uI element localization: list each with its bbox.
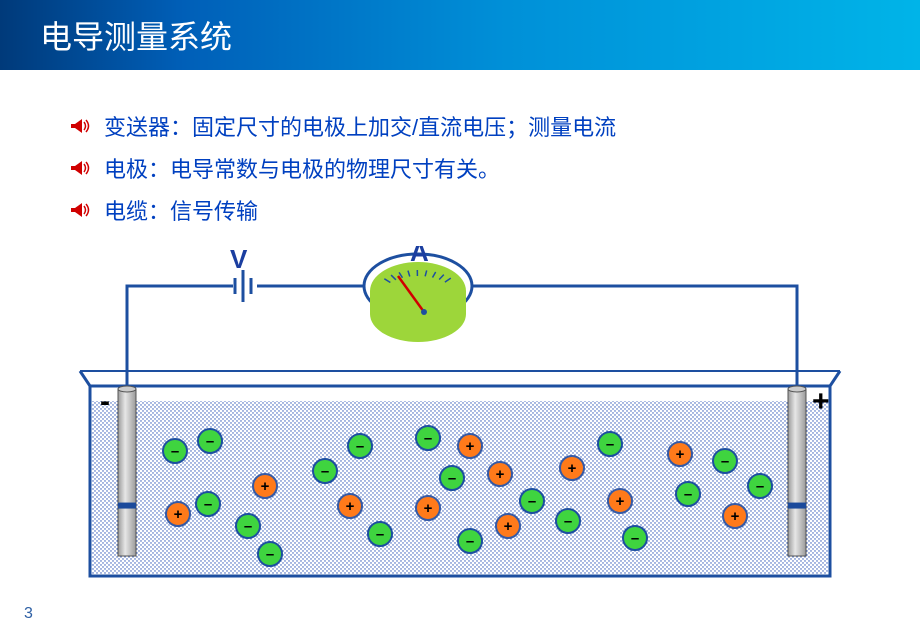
svg-text:+: + [261, 478, 270, 495]
svg-text:–: – [266, 546, 274, 563]
bullet-item: 电缆：信号传输 [70, 194, 850, 226]
svg-text:+: + [466, 438, 475, 455]
slide-header: 电导测量系统 [0, 0, 920, 70]
circuit-diagram: VA-+––+–+–––+–––+–+–++–+––+–+––+– [70, 246, 850, 586]
bullet-text: 电缆：信号传输 [104, 194, 258, 226]
svg-text:–: – [448, 470, 456, 487]
svg-text:–: – [684, 486, 692, 503]
svg-text:+: + [731, 508, 740, 525]
svg-text:–: – [631, 530, 639, 547]
svg-text:+: + [504, 518, 513, 535]
svg-text:–: – [321, 463, 329, 480]
svg-text:+: + [812, 385, 830, 418]
svg-text:+: + [346, 498, 355, 515]
svg-text:+: + [496, 466, 505, 483]
svg-text:–: – [466, 533, 474, 550]
bullet-list: 变送器：固定尺寸的电极上加交/直流电压；测量电流 电极：电导常数与电极的物理尺寸… [70, 110, 850, 226]
svg-text:–: – [356, 438, 364, 455]
bullet-item: 变送器：固定尺寸的电极上加交/直流电压；测量电流 [70, 110, 850, 142]
bullet-text: 变送器：固定尺寸的电极上加交/直流电压；测量电流 [104, 110, 616, 142]
svg-text:–: – [376, 526, 384, 543]
svg-text:–: – [756, 478, 764, 495]
slide-title: 电导测量系统 [40, 12, 232, 58]
svg-text:-: - [100, 385, 110, 418]
svg-text:–: – [564, 513, 572, 530]
megaphone-icon [70, 160, 92, 176]
diagram-svg: VA-+––+–+–––+–––+–+–++–+––+–+––+– [70, 246, 850, 586]
svg-text:A: A [410, 246, 429, 267]
svg-text:–: – [606, 436, 614, 453]
svg-text:–: – [424, 430, 432, 447]
svg-text:–: – [204, 496, 212, 513]
svg-text:–: – [528, 493, 536, 510]
megaphone-icon [70, 118, 92, 134]
svg-text:+: + [568, 460, 577, 477]
svg-text:+: + [616, 493, 625, 510]
svg-text:–: – [206, 433, 214, 450]
bullet-item: 电极：电导常数与电极的物理尺寸有关。 [70, 152, 850, 184]
svg-text:+: + [174, 506, 183, 523]
svg-text:+: + [676, 446, 685, 463]
page-number: 3 [24, 605, 33, 623]
bullet-text: 电极：电导常数与电极的物理尺寸有关。 [104, 152, 500, 184]
svg-text:–: – [171, 443, 179, 460]
svg-text:–: – [244, 518, 252, 535]
content-area: 变送器：固定尺寸的电极上加交/直流电压；测量电流 电极：电导常数与电极的物理尺寸… [0, 70, 920, 586]
svg-text:–: – [721, 453, 729, 470]
svg-text:V: V [230, 246, 248, 274]
svg-text:+: + [424, 500, 433, 517]
megaphone-icon [70, 202, 92, 218]
